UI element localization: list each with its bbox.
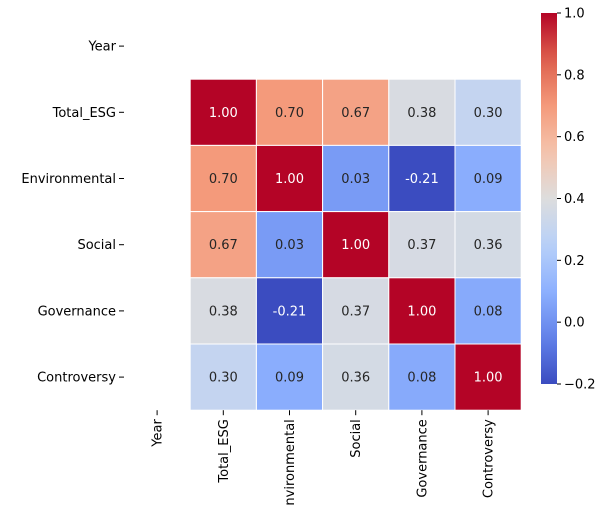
x-tick-label: Controversy [482, 419, 497, 498]
y-tick-label: Social [77, 238, 116, 253]
x-tick-label: Governance [415, 419, 430, 497]
y-tick-label: Controversy [37, 371, 116, 386]
heatmap-cell [189, 343, 257, 411]
heatmap-cell [454, 211, 522, 279]
cell-value-label: -0.21 [273, 304, 307, 319]
colorbar-tick-label: 0.8 [564, 68, 585, 83]
cell-value-label: 0.36 [341, 371, 370, 386]
heatmap-cell [255, 343, 324, 411]
cell-value-label: 0.36 [474, 238, 503, 253]
heatmap-cell [322, 78, 390, 146]
cell-value-label: 0.30 [209, 371, 238, 386]
heatmap-cells: 1.00 0.70 0.67 0.38 0.30 0.70 1.00 0.03 -0.21 0.0… [189, 78, 522, 411]
x-tick-label: Total_ESG [217, 419, 232, 483]
heatmap-cell [255, 211, 324, 279]
colorbar-tick-label: 0.4 [564, 192, 585, 207]
heatmap-cell [189, 277, 257, 345]
heatmap-cell [255, 78, 324, 146]
cell-value-label: 0.08 [407, 371, 436, 386]
heatmap-cell [255, 277, 324, 345]
y-tick-label: Total_ESG [52, 106, 116, 121]
cell-value-label: 0.38 [407, 106, 436, 121]
cell-value-label: 0.70 [275, 106, 304, 121]
colorbar-tick-label: 0.2 [564, 254, 585, 269]
heatmap-cell [454, 144, 522, 213]
cell-value-label: 0.08 [474, 304, 503, 319]
cell-value-label: 0.67 [341, 106, 370, 121]
cell-value-label: 0.09 [275, 371, 304, 386]
heatmap-cell [388, 277, 456, 345]
heatmap-cell [189, 78, 257, 146]
colorbar-gradient [541, 13, 557, 384]
cell-value-label: 0.09 [474, 172, 503, 187]
y-axis-ticks: Year Total_ESG Environmental Social Governan… [21, 40, 124, 386]
colorbar-tick-label: −0.2 [564, 378, 596, 393]
heatmap-cell [454, 343, 522, 411]
cell-value-label: 1.00 [341, 238, 370, 253]
y-tick-label: Year [87, 40, 116, 55]
heatmap-cell [322, 144, 390, 213]
cell-value-label: 0.38 [209, 304, 238, 319]
cell-value-label: 0.03 [341, 172, 370, 187]
x-tick-label: Social [349, 419, 364, 458]
cell-value-label: 0.03 [275, 238, 304, 253]
y-tick-label: Environmental [21, 172, 116, 187]
x-axis-ticks: Year Total_ESG Environmental Social Governan… [151, 410, 497, 505]
heatmap-cell [322, 277, 390, 345]
cell-value-label: 0.37 [407, 238, 436, 253]
cell-value-label: 1.00 [474, 371, 503, 386]
colorbar-tick-label: 0.0 [564, 316, 585, 331]
cell-value-label: -0.21 [405, 172, 439, 187]
x-tick-label: Environmental [283, 419, 298, 505]
cell-value-label: 0.37 [341, 304, 370, 319]
heatmap-cell [322, 343, 390, 411]
cell-value-label: 1.00 [407, 304, 436, 319]
cell-value-label: 1.00 [209, 106, 238, 121]
colorbar: −0.2 0.0 0.2 0.4 0.6 0.8 1.0 [541, 7, 596, 393]
heatmap-cell [454, 277, 522, 345]
y-tick-label: Governance [38, 304, 116, 319]
cell-value-label: 0.67 [209, 238, 238, 253]
colorbar-tick-label: 1.0 [564, 7, 585, 22]
cell-value-label: 0.70 [209, 172, 238, 187]
cell-value-label: 1.00 [275, 172, 304, 187]
x-tick-label: Year [151, 419, 166, 448]
heatmap-cell [388, 211, 456, 279]
colorbar-tick-label: 0.6 [564, 130, 585, 145]
heatmap-cell [388, 78, 456, 146]
cell-value-label: 0.30 [474, 106, 503, 121]
heatmap-cell [189, 144, 257, 213]
